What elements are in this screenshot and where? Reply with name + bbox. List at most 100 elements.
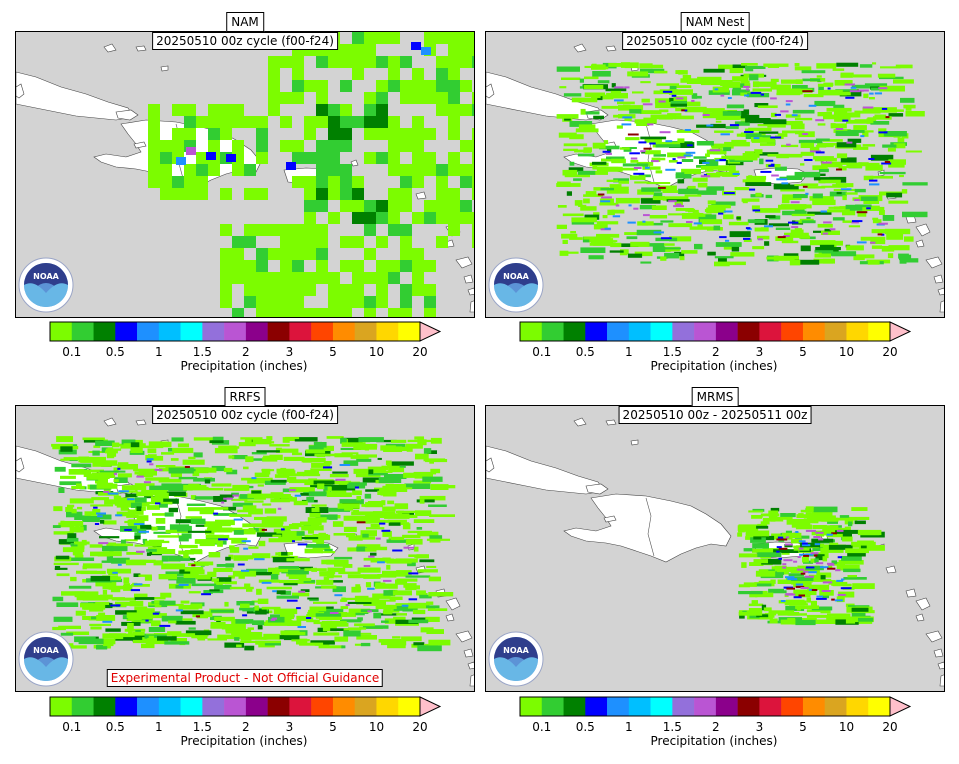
svg-text:NOAA: NOAA — [503, 272, 529, 281]
country-border — [645, 497, 655, 557]
land-shape — [469, 674, 474, 687]
colorbar-tick-label: 2 — [712, 720, 720, 734]
colorbar-segment — [672, 322, 695, 341]
colorbar-segment — [585, 697, 608, 716]
colorbar-tick-labels: 0.1 0.5 1 1.5 2 3 5 10 20 — [49, 345, 427, 359]
colorbar-segment — [802, 697, 826, 716]
colorbar-segment — [311, 322, 334, 341]
land-shape — [939, 674, 944, 687]
panel-title: MRMS — [691, 387, 739, 407]
colorbar-tick-labels: 0.1 0.5 1 1.5 2 3 5 10 20 — [49, 720, 427, 734]
land-shape — [486, 83, 495, 99]
colorbar-tick-labels: 0.1 0.5 1 1.5 2 3 5 10 20 — [519, 345, 897, 359]
colorbar-tick-label: 3 — [755, 345, 764, 359]
colorbar-segment — [585, 322, 608, 341]
map-canvas — [16, 417, 474, 687]
colorbar-tick-label: 1.5 — [192, 720, 212, 734]
colorbar-tick-label: 1 — [154, 345, 163, 359]
colorbar-segment — [846, 322, 869, 341]
colorbar-segment — [398, 697, 421, 716]
colorbar-segment — [607, 322, 630, 341]
land-shape — [925, 630, 943, 643]
map-frame: NOAA — [485, 31, 945, 318]
map-canvas — [486, 417, 944, 687]
colorbar-segment — [520, 697, 543, 716]
colorbar-tick-label: 20 — [882, 345, 898, 359]
colorbar — [519, 696, 912, 717]
colorbar-tick-label: 1.5 — [662, 345, 682, 359]
colorbar-segment — [781, 697, 804, 716]
land-shape — [16, 457, 25, 473]
land-shape — [915, 239, 925, 248]
land-shape — [603, 515, 617, 523]
precip-field — [51, 436, 456, 652]
land-shape — [160, 65, 169, 72]
colorbar-tick-label: 1 — [154, 720, 163, 734]
panel-subtitle: 20250510 00z cycle (f00-f24) — [622, 32, 808, 50]
svg-text:NOAA: NOAA — [503, 646, 529, 655]
colorbar-segment — [93, 322, 116, 341]
land-shape — [463, 648, 474, 658]
land-shape — [915, 613, 925, 622]
colorbar-segment — [93, 697, 116, 716]
land-shape — [115, 109, 139, 121]
noaa-logo-icon: NOAA — [488, 257, 544, 313]
experimental-warning: Experimental Product - Not Official Guid… — [106, 669, 384, 687]
colorbar-segment — [541, 697, 564, 716]
colorbar-segment — [376, 697, 399, 716]
precip-field — [737, 506, 885, 626]
colorbar-tick-label: 0.5 — [575, 345, 595, 359]
land-shape — [915, 223, 931, 237]
colorbar-segment — [137, 697, 160, 716]
land-shape — [630, 439, 639, 446]
land-shape — [135, 45, 147, 52]
land-shape — [135, 419, 147, 426]
colorbar-segment — [50, 697, 73, 716]
panel-subtitle: 20250510 00z - 20250511 00z — [618, 406, 812, 424]
colorbar-tick-label: 5 — [799, 720, 807, 734]
map-frame: NOAA — [15, 405, 475, 692]
colorbar-segment — [158, 697, 181, 716]
land-shape — [933, 648, 944, 658]
colorbar-segment — [224, 322, 247, 341]
colorbar-tick-label: 0.1 — [62, 345, 82, 359]
colorbar-tick-label: 1.5 — [192, 345, 212, 359]
colorbar-segment — [332, 697, 356, 716]
land-shape — [933, 274, 944, 284]
colorbar-segment — [115, 697, 138, 716]
colorbar-segment — [289, 322, 312, 341]
land-shape — [463, 274, 474, 284]
land-shape — [455, 256, 473, 269]
colorbar-tick-label: 0.5 — [105, 720, 125, 734]
colorbar-tick-label: 5 — [329, 345, 337, 359]
land-shape — [467, 287, 474, 296]
land-shape — [605, 419, 617, 426]
land-shape — [350, 159, 359, 167]
colorbar-segment — [607, 697, 630, 716]
colorbar-segment — [267, 697, 290, 716]
panel-title: NAM — [226, 12, 264, 32]
land-shape — [585, 483, 609, 495]
colorbar-label: Precipitation (inches) — [180, 359, 308, 373]
colorbar-tick-label: 10 — [368, 345, 385, 359]
map-canvas — [486, 43, 944, 313]
land-shape — [905, 588, 917, 598]
colorbar-tick-label: 1 — [624, 720, 633, 734]
colorbar-segment — [520, 322, 543, 341]
colorbar-segment — [398, 322, 421, 341]
colorbar-segment — [332, 322, 356, 341]
land-shape — [415, 191, 427, 200]
colorbar-segment — [563, 322, 586, 341]
colorbar-tick-label: 20 — [412, 345, 428, 359]
land-shape — [573, 43, 587, 53]
colorbar-segment — [115, 322, 138, 341]
land-shape — [885, 565, 897, 574]
colorbar-segment — [802, 322, 826, 341]
panel-title: RRFS — [224, 387, 266, 407]
colorbar-segment — [563, 697, 586, 716]
colorbar-extend-arrow — [889, 696, 912, 717]
colorbar-tick-label: 10 — [838, 720, 855, 734]
land-shape — [445, 613, 455, 622]
land-shape — [573, 417, 587, 427]
colorbar-tick-label: 0.1 — [532, 345, 552, 359]
